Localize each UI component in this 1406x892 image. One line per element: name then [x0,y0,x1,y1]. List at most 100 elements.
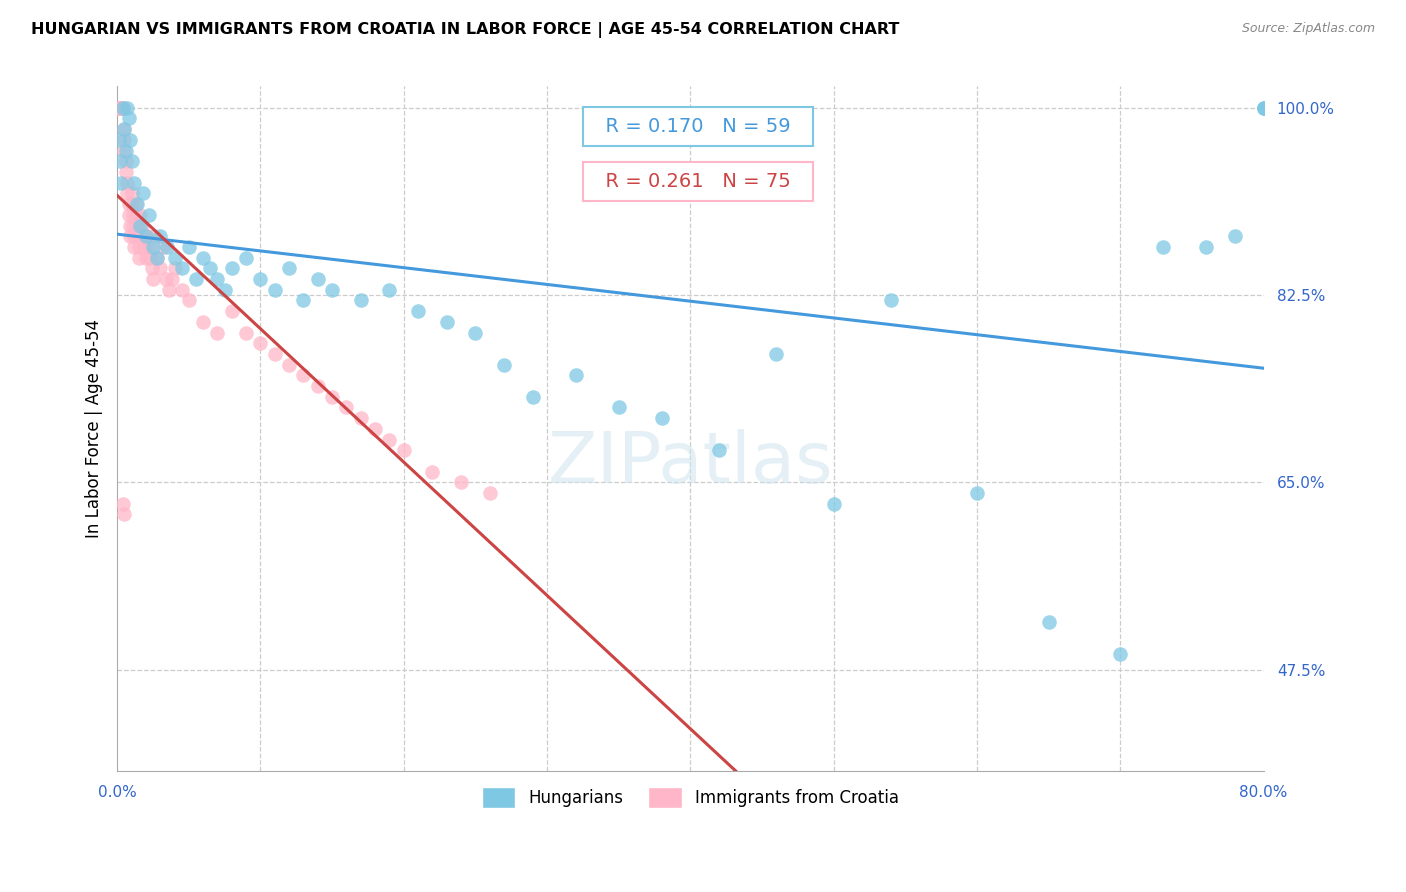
Point [127,219,149,233]
Point [464,326,486,340]
Point [132,229,155,244]
Point [350,293,373,308]
Point [108,101,131,115]
Point [651,411,673,425]
Point [184,272,207,286]
Point [118,208,141,222]
Point [564,368,586,383]
Point [163,261,186,276]
Point [155,272,177,286]
Text: HUNGARIAN VS IMMIGRANTS FROM CROATIA IN LABOR FORCE | AGE 45-54 CORRELATION CHAR: HUNGARIAN VS IMMIGRANTS FROM CROATIA IN … [31,22,900,38]
Point [143,229,166,244]
Point [124,176,146,190]
Point [1253,101,1275,115]
Point [335,401,357,415]
Point [122,208,145,222]
Point [350,411,373,425]
Point [378,283,401,297]
Point [120,219,142,233]
Point [966,486,988,500]
Point [235,251,257,265]
Point [110,101,132,115]
Point [120,229,142,244]
Point [114,154,136,169]
Point [108,154,131,169]
Point [134,240,156,254]
Point [478,486,501,500]
Point [114,144,136,158]
Y-axis label: In Labor Force | Age 45-54: In Labor Force | Age 45-54 [86,319,103,539]
Point [118,112,141,126]
Point [118,197,141,211]
Point [136,229,159,244]
Point [107,133,129,147]
Point [450,475,472,490]
Point [263,347,285,361]
Point [214,283,236,297]
Point [149,261,172,276]
Point [156,240,179,254]
Point [436,315,458,329]
Text: ZIPatlas: ZIPatlas [547,429,834,498]
Point [249,272,271,286]
Point [494,358,516,372]
Point [364,422,387,436]
Point [111,101,134,115]
Point [292,293,315,308]
Point [263,283,285,297]
Point [149,229,172,244]
Point [129,208,152,222]
Point [1253,101,1275,115]
Point [112,133,135,147]
Text: R = 0.261   N = 75: R = 0.261 N = 75 [593,172,803,191]
Point [110,101,132,115]
Point [132,186,155,201]
Point [125,208,148,222]
Point [307,379,329,393]
Point [135,251,157,265]
Point [1195,240,1218,254]
Point [1223,229,1246,244]
Point [111,101,134,115]
Point [207,326,229,340]
Point [163,251,186,265]
Point [1152,240,1174,254]
Point [112,508,135,522]
Point [146,251,169,265]
Point [120,133,142,147]
Point [160,272,183,286]
Point [406,304,429,318]
Point [177,293,200,308]
Point [221,261,243,276]
Point [422,465,444,479]
Point [115,186,138,201]
Point [193,251,215,265]
Point [138,208,160,222]
Point [522,390,544,404]
Point [115,176,138,190]
Point [107,101,129,115]
Point [114,165,136,179]
Point [110,176,132,190]
Point [292,368,315,383]
Point [111,101,134,115]
Point [124,229,146,244]
Point [110,101,132,115]
Point [138,240,160,254]
Point [108,101,131,115]
Point [1253,101,1275,115]
Point [1038,615,1060,629]
Point [146,251,169,265]
Point [170,283,193,297]
Point [278,358,301,372]
Point [112,144,135,158]
Point [127,197,149,211]
Point [107,101,129,115]
Point [607,401,630,415]
Point [200,261,222,276]
Point [131,219,153,233]
Point [170,261,193,276]
Point [121,154,143,169]
Point [193,315,215,329]
Point [207,272,229,286]
